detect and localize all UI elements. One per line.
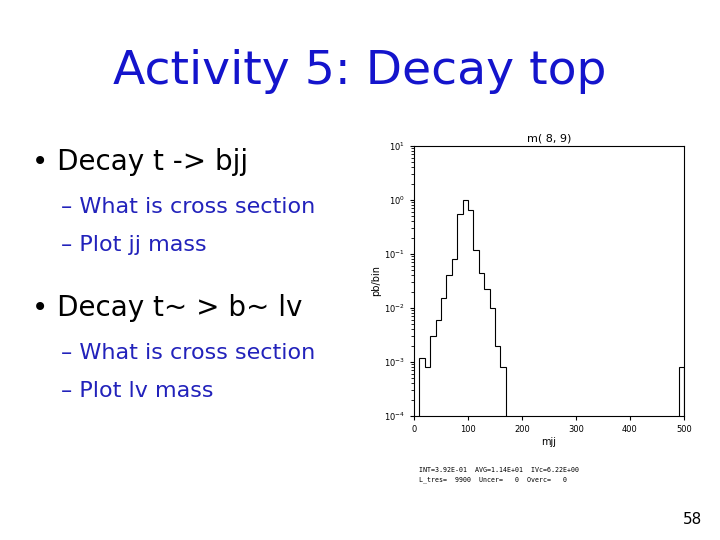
Text: – Plot jj mass: – Plot jj mass <box>61 235 207 255</box>
X-axis label: mjj: mjj <box>541 437 557 447</box>
Text: – What is cross section: – What is cross section <box>61 197 315 217</box>
Title: m( 8, 9): m( 8, 9) <box>527 133 571 144</box>
Text: – Plot lv mass: – Plot lv mass <box>61 381 214 401</box>
Text: – What is cross section: – What is cross section <box>61 343 315 363</box>
Text: • Decay t~ > b~ lv: • Decay t~ > b~ lv <box>32 294 303 322</box>
Text: INT=3.92E-01  AVG=1.14E+01  IVc=6.22E+00
L_tres=  9900  Uncer=   0  Overc=   0: INT=3.92E-01 AVG=1.14E+01 IVc=6.22E+00 L… <box>419 467 580 483</box>
Text: 58: 58 <box>683 511 702 526</box>
Y-axis label: pb/bin: pb/bin <box>371 265 381 296</box>
Text: • Decay t -> bjj: • Decay t -> bjj <box>32 148 248 177</box>
Text: Activity 5: Decay top: Activity 5: Decay top <box>113 49 607 93</box>
